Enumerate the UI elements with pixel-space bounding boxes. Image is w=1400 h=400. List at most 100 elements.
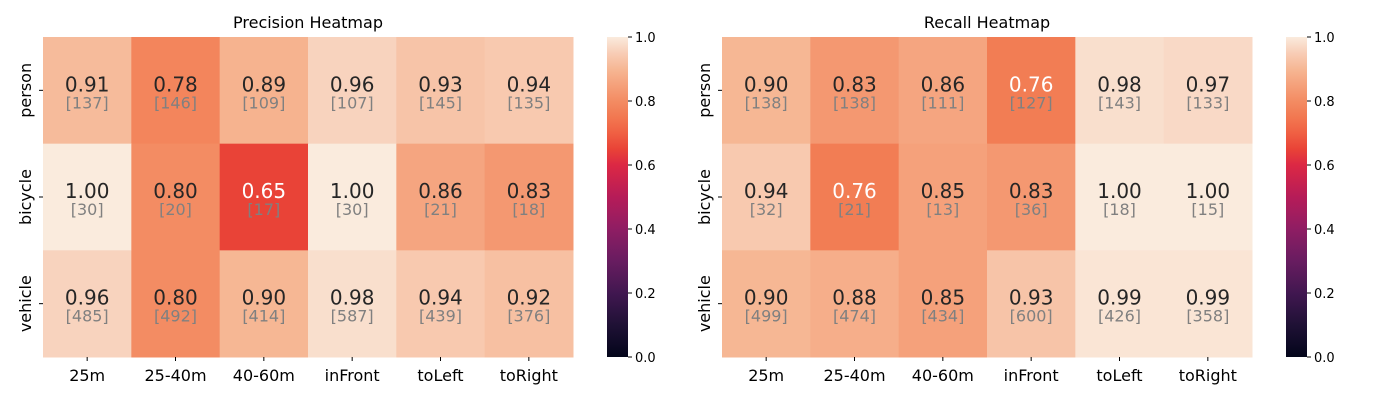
heatmap-cell — [898, 37, 988, 145]
cell-count-label: [109] — [242, 93, 285, 112]
cell-count-label: [492] — [154, 307, 197, 326]
cell-value-label: 0.85 — [921, 179, 966, 203]
x-tick-label: toRight — [1179, 366, 1237, 385]
heatmap-panel-2: Recall Heatmap0.90[138]0.83[138]0.86[111… — [695, 13, 1335, 385]
heatmap-cell — [219, 37, 309, 145]
heatmap-cell — [219, 143, 309, 251]
cell-count-label: [145] — [419, 93, 462, 112]
cell-value-label: 0.99 — [1097, 286, 1142, 310]
cell-count-label: [358] — [1186, 307, 1229, 326]
cell-value-label: 0.90 — [242, 286, 287, 310]
heatmap-cell — [1163, 37, 1253, 145]
heatmap-cell — [898, 143, 988, 251]
cell-value-label: 0.92 — [507, 286, 552, 310]
heatmap-cell — [308, 37, 397, 145]
colorbar-tick-label: 0.4 — [635, 223, 656, 238]
cell-count-label: [376] — [507, 307, 550, 326]
cell-count-label: [17] — [247, 200, 280, 219]
cell-value-label: 0.83 — [1009, 179, 1054, 203]
x-tick-label: inFront — [1004, 366, 1059, 385]
colorbar-tick-label: 0.4 — [1314, 223, 1335, 238]
colorbar — [607, 37, 628, 357]
cell-count-label: [600] — [1010, 307, 1053, 326]
cell-count-label: [20] — [159, 200, 192, 219]
x-tick-label: toRight — [500, 366, 558, 385]
cell-count-label: [499] — [745, 307, 788, 326]
heatmap-cell — [131, 143, 221, 251]
y-tick-label: bicycle — [16, 169, 35, 225]
heatmap-cell — [987, 37, 1076, 145]
cell-value-label: 0.86 — [921, 72, 966, 96]
heatmap-cell — [1075, 250, 1165, 358]
colorbar-tick-label: 0.8 — [635, 95, 656, 110]
cell-count-label: [32] — [750, 200, 783, 219]
chart-title: Precision Heatmap — [233, 13, 383, 32]
cell-value-label: 0.94 — [507, 72, 552, 96]
cell-count-label: [107] — [331, 93, 374, 112]
x-tick-label: 25-40m — [823, 366, 885, 385]
cell-count-label: [138] — [833, 93, 876, 112]
cell-count-label: [15] — [1191, 200, 1224, 219]
cell-count-label: [414] — [242, 307, 285, 326]
cell-count-label: [21] — [424, 200, 457, 219]
x-tick-label: 25m — [69, 366, 105, 385]
cell-count-label: [587] — [331, 307, 374, 326]
cell-count-label: [13] — [926, 200, 959, 219]
cell-value-label: 1.00 — [65, 179, 110, 203]
cell-value-label: 0.88 — [832, 286, 877, 310]
heatmap-cell — [43, 143, 132, 251]
cell-count-label: [135] — [507, 93, 550, 112]
cell-count-label: [143] — [1098, 93, 1141, 112]
heatmap-cell — [484, 250, 574, 358]
colorbar-tick-label: 1.0 — [1314, 31, 1335, 46]
cell-count-label: [127] — [1010, 93, 1053, 112]
heatmap-cell — [308, 250, 397, 358]
chart-title: Recall Heatmap — [924, 13, 1050, 32]
y-tick-label: bicycle — [695, 169, 714, 225]
cell-value-label: 0.99 — [1186, 286, 1231, 310]
heatmap-cell — [1163, 250, 1253, 358]
cell-count-label: [18] — [1103, 200, 1136, 219]
cell-count-label: [434] — [921, 307, 964, 326]
x-tick-label: 40-60m — [233, 366, 295, 385]
cell-value-label: 0.91 — [65, 72, 110, 96]
colorbar-tick-label: 0.2 — [1314, 287, 1335, 302]
heatmap-cell — [484, 143, 574, 251]
x-tick-label: 40-60m — [912, 366, 974, 385]
cell-value-label: 0.94 — [418, 286, 463, 310]
y-tick-label: vehicle — [16, 275, 35, 332]
heatmap-cell — [1075, 37, 1165, 145]
heatmap-cell — [987, 250, 1076, 358]
colorbar-tick-label: 0.6 — [635, 159, 656, 174]
heatmap-panel-1: Precision Heatmap0.91[137]0.78[146]0.89[… — [16, 13, 656, 385]
y-tick-label: vehicle — [695, 275, 714, 332]
heatmap-cell — [722, 143, 811, 251]
colorbar-tick-label: 1.0 — [635, 31, 656, 46]
cell-value-label: 0.89 — [242, 72, 287, 96]
x-tick-label: 25m — [748, 366, 784, 385]
cell-count-label: [138] — [745, 93, 788, 112]
cell-value-label: 0.80 — [153, 286, 198, 310]
heatmap-cell — [219, 250, 309, 358]
heatmap-cell — [722, 37, 811, 145]
cell-value-label: 0.80 — [153, 179, 198, 203]
heatmap-cell — [722, 250, 811, 358]
cell-value-label: 0.93 — [1009, 286, 1054, 310]
heatmap-cell — [131, 250, 221, 358]
cell-value-label: 1.00 — [1097, 179, 1142, 203]
cell-value-label: 0.90 — [744, 286, 789, 310]
heatmap-cell — [43, 37, 132, 145]
cell-value-label: 0.90 — [744, 72, 789, 96]
colorbar-tick-label: 0.2 — [635, 287, 656, 302]
heatmap-cell — [396, 37, 486, 145]
cell-value-label: 0.93 — [418, 72, 463, 96]
heatmap-cell — [810, 37, 900, 145]
heatmap-cell — [987, 143, 1076, 251]
heatmap-cell — [898, 250, 988, 358]
cell-count-label: [133] — [1186, 93, 1229, 112]
cell-value-label: 0.76 — [832, 179, 877, 203]
heatmap-cell — [1163, 143, 1253, 251]
heatmap-cell — [43, 250, 132, 358]
cell-count-label: [146] — [154, 93, 197, 112]
